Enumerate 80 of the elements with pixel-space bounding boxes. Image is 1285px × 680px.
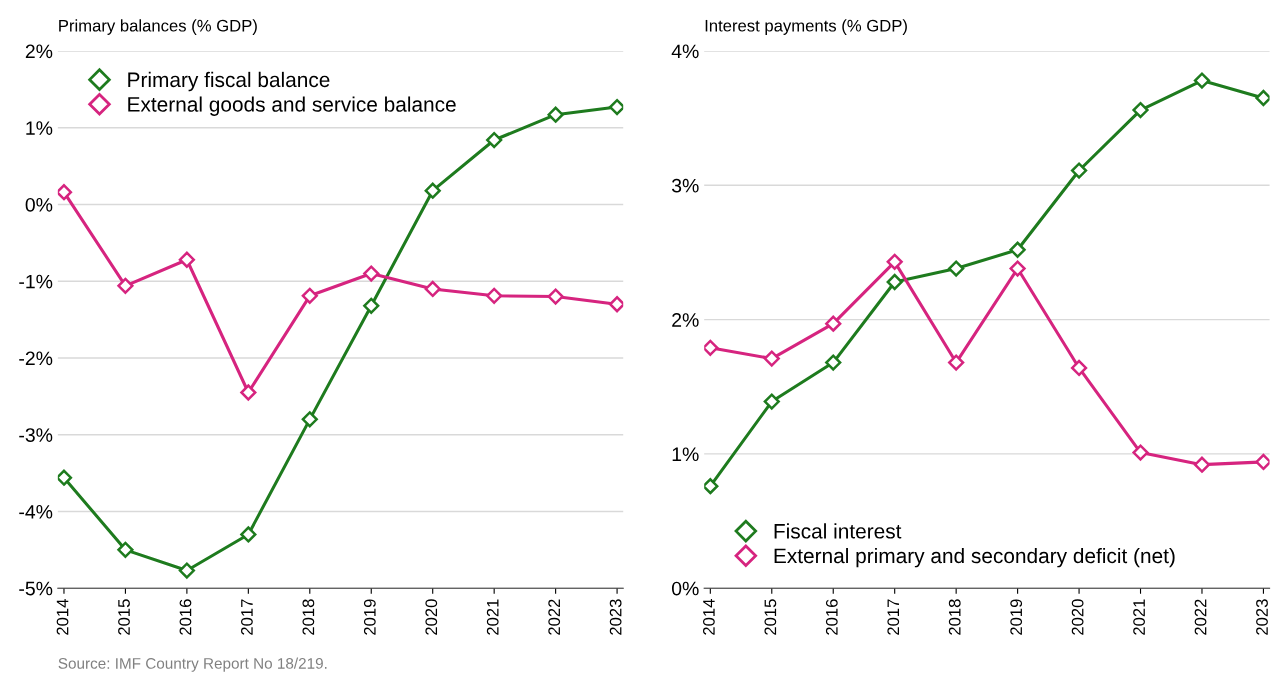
x-tick-label: 2016: [825, 599, 838, 635]
y-tick-label: -2%: [19, 351, 53, 366]
source-note: Source: IMF Country Report No 18/219.: [58, 657, 327, 672]
point: [117, 541, 134, 558]
point: [424, 280, 441, 298]
legend-label: External goods and service balance: [128, 96, 456, 116]
legend-label: Primary fiscal balance: [128, 71, 330, 92]
x-tick-label: 2015: [118, 599, 130, 635]
y-axis-title: Interest payments (% GDP): [705, 19, 907, 35]
point: [1132, 101, 1149, 119]
x-tick-label: 2017: [241, 599, 253, 635]
x-tick-label: 2014: [703, 599, 715, 635]
y-tick-label: 2%: [25, 44, 53, 59]
legend-label: Fiscal interest: [774, 523, 902, 539]
point: [1193, 456, 1211, 473]
point: [363, 265, 380, 282]
x-tick-label: 2021: [1133, 599, 1145, 635]
point: [608, 296, 624, 313]
y-tick-label: 0%: [25, 197, 53, 212]
x-tick-label: 2017: [887, 599, 900, 635]
x-tick-label: 2022: [548, 599, 561, 635]
point: [301, 287, 318, 304]
point: [1255, 453, 1270, 471]
point: [704, 478, 719, 495]
point: [57, 469, 73, 486]
point: [608, 98, 624, 116]
x-tick-label: 2021: [486, 599, 499, 635]
y-tick-label: 1%: [26, 121, 53, 135]
x-tick-label: 2019: [1010, 599, 1023, 635]
y-tick-label: 4%: [671, 44, 699, 59]
y-tick-label: 3%: [671, 178, 699, 193]
point: [486, 131, 503, 149]
point: [547, 288, 564, 305]
point: [825, 315, 842, 332]
x-tick-label: 2020: [1071, 599, 1084, 635]
point: [547, 106, 564, 123]
x-tick-label: 2022: [1194, 599, 1207, 635]
x-tick-label: 2023: [1256, 599, 1268, 635]
x-tick-label: 2020: [425, 599, 438, 635]
y-tick-label: -3%: [19, 428, 53, 442]
point: [886, 253, 903, 270]
x-tick-label: 2014: [56, 599, 69, 635]
point: [763, 350, 780, 367]
point: [886, 273, 903, 291]
x-tick-label: 2016: [179, 599, 192, 635]
point: [1132, 444, 1149, 461]
point: [301, 411, 318, 428]
point: [178, 251, 196, 268]
point: [486, 287, 503, 304]
point: [57, 184, 73, 201]
y-tick-label: 0%: [671, 581, 699, 596]
point: [178, 562, 196, 579]
point: [1070, 359, 1088, 377]
point: [1070, 162, 1088, 179]
y-tick-label: -5%: [19, 581, 53, 596]
y-tick-label: 1%: [672, 447, 699, 462]
legend-label: External primary and secondary deficit (net): [774, 547, 1175, 568]
point: [363, 297, 380, 314]
point: [704, 339, 719, 356]
x-tick-label: 2019: [363, 599, 376, 635]
y-tick-label: -4%: [19, 505, 53, 519]
point: [240, 526, 257, 543]
point: [948, 260, 965, 277]
x-tick-label: 2018: [302, 599, 315, 635]
point: [117, 277, 134, 294]
y-axis-title: Primary balances (% GDP): [59, 19, 257, 35]
point: [1009, 241, 1026, 258]
point: [1255, 89, 1270, 107]
point: [424, 182, 441, 199]
point: [948, 354, 965, 371]
x-tick-label: 2023: [609, 599, 622, 635]
point: [825, 354, 842, 371]
point: [1009, 260, 1026, 277]
x-tick-label: 2018: [948, 599, 961, 635]
x-tick-label: 2015: [764, 599, 777, 635]
y-tick-label: 2%: [672, 313, 699, 327]
point: [1193, 72, 1211, 89]
point: [763, 393, 780, 410]
y-tick-label: -1%: [19, 274, 53, 289]
point: [240, 384, 257, 401]
